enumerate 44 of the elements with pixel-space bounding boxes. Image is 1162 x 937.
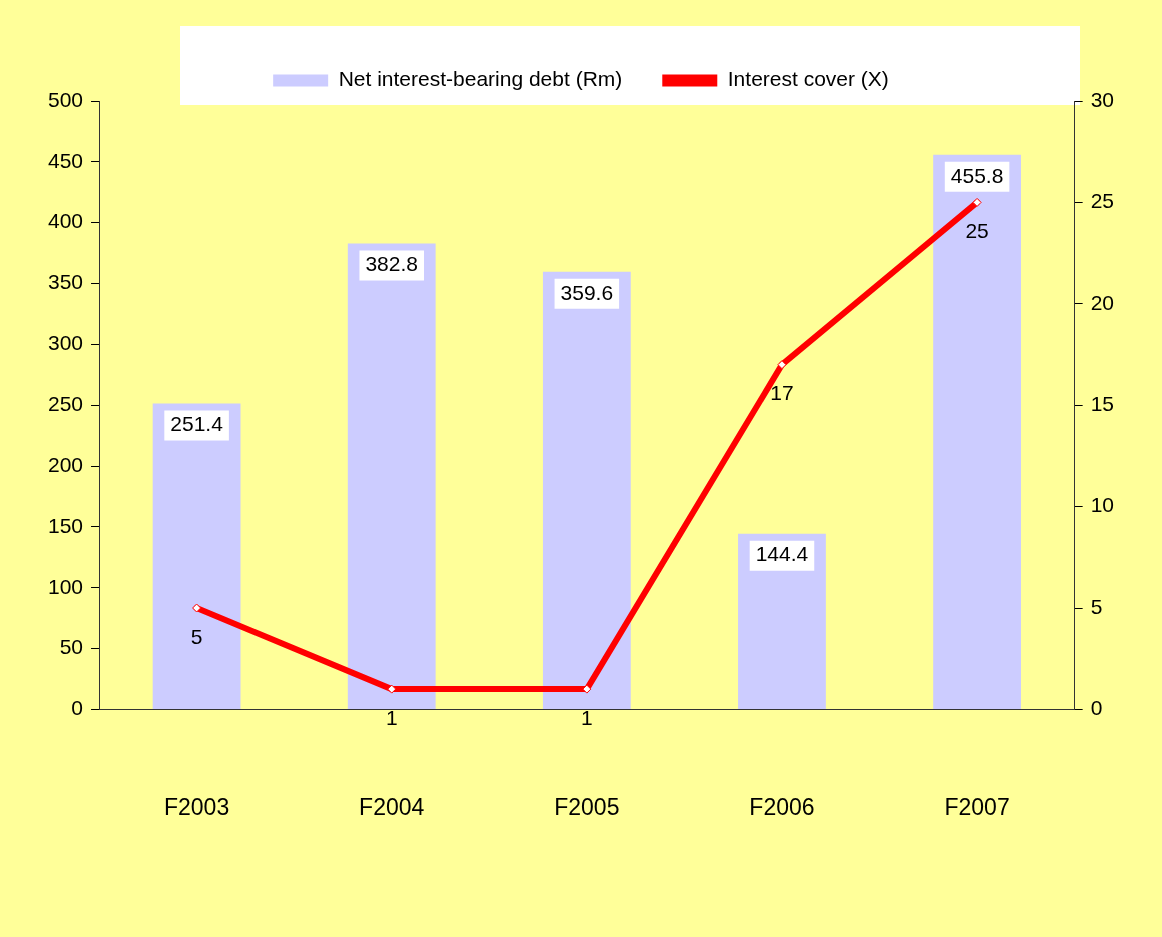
y2-tick-label: 10 — [1090, 493, 1114, 517]
data-label: 251.4 — [170, 412, 224, 436]
y-tick-label: 0 — [71, 696, 84, 720]
point — [192, 603, 202, 613]
point — [972, 197, 982, 207]
y2-tick-label: 30 — [1090, 87, 1114, 111]
y-tick-label: 200 — [47, 452, 84, 476]
bar — [347, 243, 436, 709]
y-tick-label: 150 — [47, 513, 84, 537]
y-tick-label: 300 — [47, 331, 84, 355]
point — [387, 684, 397, 694]
y2-tick-label: 15 — [1090, 392, 1114, 415]
x-tick-label: F2003 — [163, 793, 230, 820]
data-label: 382.8 — [365, 252, 418, 276]
y2-tick-label: 25 — [1090, 189, 1114, 213]
bar — [933, 154, 1021, 709]
data-label: 5 — [190, 624, 203, 648]
data-label: 1 — [581, 705, 593, 729]
y-tick-label: 250 — [47, 392, 84, 415]
y-tick-label: 100 — [47, 574, 84, 598]
legend-label: Net interest-bearing debt (Rm) — [338, 67, 623, 91]
data-label: 144.4 — [755, 542, 809, 566]
y-tick-label: 400 — [47, 209, 84, 233]
x-tick-label: F2007 — [944, 793, 1010, 820]
y2-tick-label: 0 — [1090, 696, 1103, 720]
y-tick-label: 50 — [59, 635, 84, 659]
y-tick-label: 450 — [47, 148, 84, 172]
data-label: 25 — [965, 219, 989, 243]
point — [582, 684, 592, 694]
data-label: 359.6 — [560, 280, 614, 304]
y2-tick-label: 5 — [1090, 594, 1103, 618]
x-tick-label: F2004 — [359, 793, 425, 820]
legend-label: Interest cover (X) — [727, 67, 889, 91]
x-tick-label: F2006 — [749, 793, 815, 820]
y-tick-label: 500 — [47, 87, 84, 111]
data-label: 17 — [770, 381, 794, 405]
data-label: 455.8 — [950, 163, 1004, 187]
bar — [542, 271, 631, 709]
y-tick-label: 350 — [47, 270, 84, 294]
y2-tick-label: 20 — [1090, 290, 1114, 314]
bar — [152, 403, 241, 709]
point — [777, 360, 787, 370]
data-label: 1 — [385, 705, 398, 729]
x-tick-label: F2005 — [554, 793, 620, 820]
